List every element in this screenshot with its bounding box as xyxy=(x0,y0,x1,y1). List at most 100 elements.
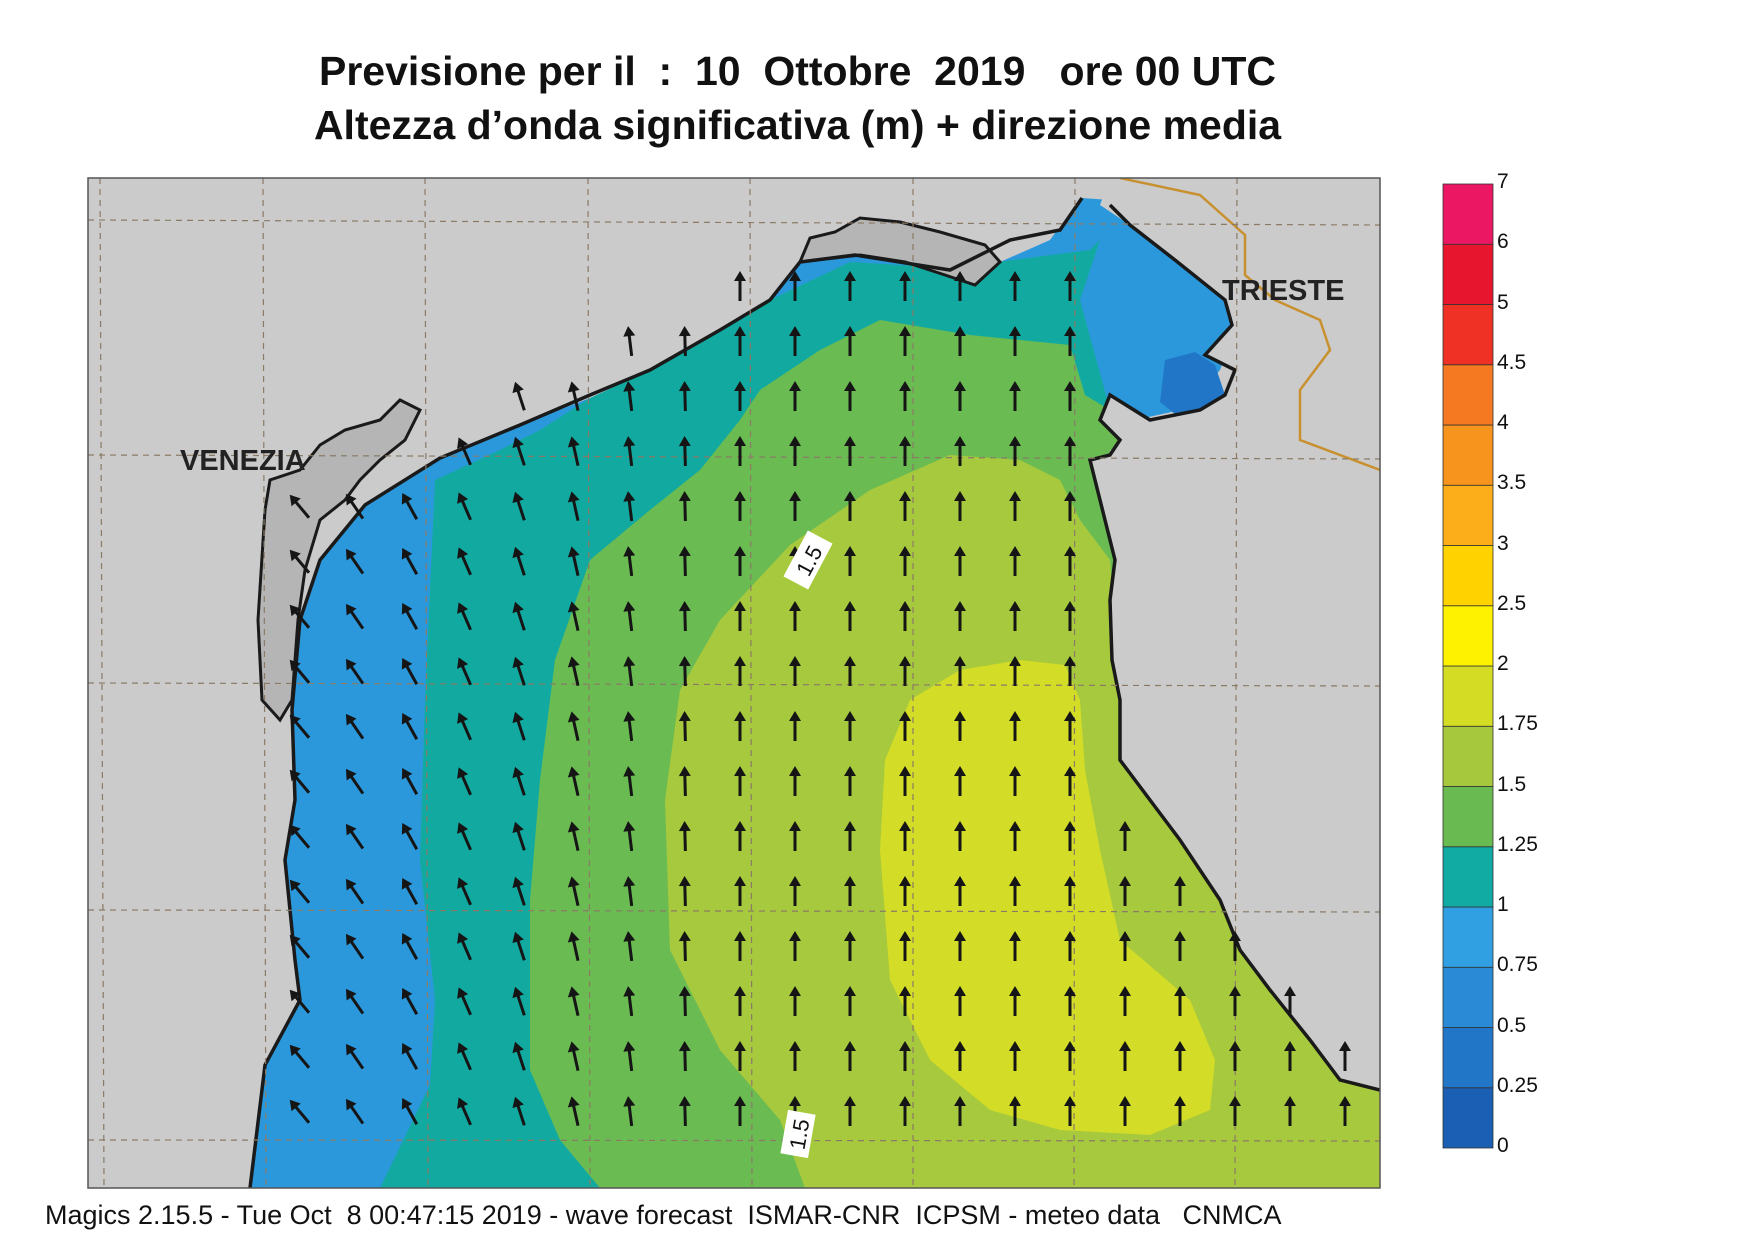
wave-arrow xyxy=(1119,1041,1131,1071)
wave-arrow xyxy=(844,1096,856,1126)
wave-arrow xyxy=(457,1042,472,1071)
wave-arrow xyxy=(734,821,746,851)
wave-arrow xyxy=(457,437,472,466)
wave-arrow xyxy=(623,326,636,357)
wave-direction-arrows xyxy=(289,271,1351,1127)
wave-arrow xyxy=(567,1096,580,1126)
wave-arrow xyxy=(345,1043,365,1070)
colorbar-swatch xyxy=(1442,243,1494,305)
wave-arrow xyxy=(401,713,419,740)
wave-arrow xyxy=(678,326,691,357)
wave-arrow xyxy=(345,548,365,575)
wave-arrow xyxy=(1009,1041,1021,1071)
wave-arrow xyxy=(954,491,966,521)
wave-arrow xyxy=(844,601,856,631)
wave-arrow xyxy=(1064,656,1076,686)
colorbar-label: 3 xyxy=(1497,531,1509,555)
wave-arrow xyxy=(789,986,801,1016)
wave-arrow xyxy=(1119,986,1131,1016)
wave-arrow xyxy=(401,1098,419,1125)
wave-arrow xyxy=(734,436,746,466)
city-label-trieste: TRIESTE xyxy=(1222,275,1344,307)
wave-arrow xyxy=(678,546,691,577)
colorbar-label: 6 xyxy=(1497,230,1509,254)
wave-arrow xyxy=(899,656,911,686)
wave-arrow xyxy=(345,933,365,960)
wave-arrow xyxy=(289,1099,311,1124)
wave-arrow xyxy=(1174,876,1186,906)
colorbar-swatch xyxy=(1442,786,1494,848)
wave-arrow xyxy=(1064,326,1076,356)
colorbar-label: 5 xyxy=(1497,290,1509,314)
wave-arrow xyxy=(954,546,966,576)
wave-arrow xyxy=(289,549,311,574)
wave-arrow xyxy=(844,711,856,741)
map-frame xyxy=(87,177,1381,1189)
wave-arrow xyxy=(1009,436,1021,466)
wave-arrow xyxy=(1064,601,1076,631)
wave-arrow xyxy=(345,878,365,905)
wave-arrow xyxy=(1284,1041,1296,1071)
wave-arrow xyxy=(789,821,801,851)
wave-arrow xyxy=(1064,766,1076,796)
colorbar-label: 1.5 xyxy=(1497,772,1527,796)
wave-arrow xyxy=(1009,1096,1021,1126)
wave-arrow xyxy=(567,656,580,686)
wave-arrow xyxy=(512,1096,526,1126)
wave-arrow xyxy=(1119,821,1131,851)
wave-arrow xyxy=(289,879,311,904)
wave-arrow xyxy=(623,766,636,797)
wave-arrow xyxy=(1009,876,1021,906)
contour-label: 1.5 xyxy=(783,530,833,590)
wave-arrow xyxy=(734,381,746,411)
wave-arrow xyxy=(899,326,911,356)
coastline-east xyxy=(1087,203,1380,1092)
wave-arrow xyxy=(1009,931,1021,961)
wave-arrow xyxy=(789,491,801,521)
wave-arrow xyxy=(512,491,526,521)
footer-credits: Magics 2.15.5 - Tue Oct 8 00:47:15 2019 … xyxy=(45,1200,1282,1230)
wave-arrow xyxy=(401,603,419,630)
lagoon-venezia xyxy=(256,398,423,723)
wave-arrow xyxy=(567,821,580,851)
wave-arrow xyxy=(844,931,856,961)
wave-arrow xyxy=(954,821,966,851)
land-east xyxy=(1090,178,1380,1090)
wave-arrow xyxy=(789,1041,801,1071)
title-line-2: Altezza d’onda significativa (m) + direz… xyxy=(313,102,1282,148)
colorbar-label: 7 xyxy=(1497,170,1509,193)
wave-arrow xyxy=(401,768,419,795)
wave-arrow xyxy=(1009,491,1021,521)
wave-arrow xyxy=(345,713,365,740)
wave-arrow xyxy=(1174,986,1186,1016)
wave-arrow xyxy=(345,988,365,1015)
colorbar-label: 1 xyxy=(1497,893,1509,916)
wave-arrow xyxy=(623,436,636,467)
wave-arrow xyxy=(1229,931,1241,961)
colorbar-label: 2.5 xyxy=(1497,591,1527,615)
wave-arrow xyxy=(512,876,526,906)
wave-arrow xyxy=(623,656,636,687)
colorbar-swatch xyxy=(1442,484,1494,546)
wave-arrow xyxy=(567,381,580,411)
wave-arrow xyxy=(457,932,472,961)
wave-arrow xyxy=(678,601,691,632)
wave-arrow xyxy=(1009,546,1021,576)
city-label-venezia: VENEZIA xyxy=(180,445,306,477)
colorbar-swatch xyxy=(1442,725,1494,787)
wave-arrow xyxy=(345,768,365,795)
wave-arrow xyxy=(1284,1096,1296,1126)
wave-arrow xyxy=(734,656,746,686)
colorbar-label: 1.25 xyxy=(1497,832,1538,856)
wave-arrow xyxy=(457,877,472,906)
wave-arrow xyxy=(512,711,526,741)
wave-arrow xyxy=(345,493,365,520)
wave-arrow xyxy=(844,381,856,411)
wave-arrow xyxy=(289,769,311,794)
wave-arrow xyxy=(1229,986,1241,1016)
wave-arrow xyxy=(1009,601,1021,631)
wave-arrow xyxy=(1174,1096,1186,1126)
wave-arrow xyxy=(512,381,526,411)
wave-arrow xyxy=(623,491,636,522)
